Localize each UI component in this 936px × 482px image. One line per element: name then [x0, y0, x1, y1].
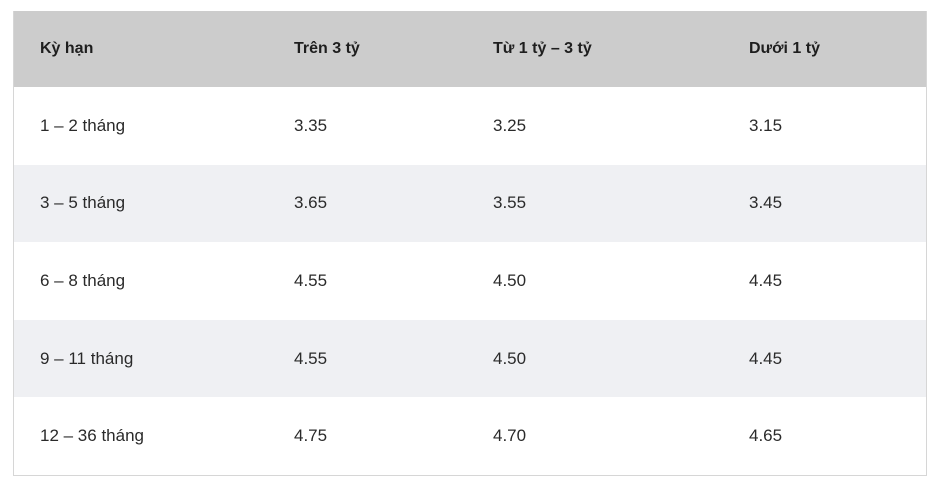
table-row: 9 – 11 tháng 4.55 4.50 4.45	[14, 319, 926, 398]
rate-cell: 4.55	[294, 270, 328, 290]
header-row: Kỳ hạn Trên 3 tỷ Từ 1 tỷ – 3 tỷ Dưới 1 tỷ	[14, 11, 926, 87]
term-cell: 6 – 8 tháng	[40, 270, 126, 290]
rate-cell: 3.25	[493, 115, 527, 135]
rate-cell: 4.50	[467, 319, 723, 398]
table-row: 3 – 5 tháng 3.65 3.55 3.45	[14, 164, 926, 243]
rate-cell: 4.75	[294, 426, 328, 446]
rate-cell: 4.50	[493, 270, 527, 290]
rate-cell: 3.15	[749, 115, 783, 135]
rate-cell: 4.45	[723, 319, 926, 398]
rate-cell: 3.55	[467, 164, 723, 243]
rate-table: Kỳ hạn Trên 3 tỷ Từ 1 tỷ – 3 tỷ Dưới 1 tỷ 1…	[14, 11, 926, 475]
table-row: 6 – 8 tháng 4.55 4.50 4.45	[14, 242, 926, 320]
table-row: 12 – 36 tháng 4.75 4.70 4.65	[14, 397, 926, 475]
rate-cell: 4.55	[268, 319, 467, 398]
table-body: 1 – 2 tháng 3.35 3.25 3.15 3 – 5 tháng 3.65 3.…	[14, 87, 926, 475]
rate-cell: 3.45	[723, 164, 926, 243]
header-cell: Từ 1 tỷ – 3 tỷ	[467, 11, 723, 87]
table-container: Kỳ hạn Trên 3 tỷ Từ 1 tỷ – 3 tỷ Dưới 1 tỷ 1…	[13, 11, 927, 476]
rate-cell: 3.35	[294, 115, 328, 135]
rate-cell: 4.45	[749, 270, 783, 290]
term-cell: 3 – 5 tháng	[14, 164, 268, 243]
term-cell: 9 – 11 tháng	[14, 319, 268, 398]
header-cell: Trên 3 tỷ	[268, 11, 467, 87]
rate-cell: 4.70	[493, 426, 527, 446]
header-cell: Kỳ hạn	[14, 11, 268, 87]
header-cell: Dưới 1 tỷ	[723, 11, 926, 87]
rate-cell: 3.65	[268, 164, 467, 243]
rate-cell: 4.65	[749, 426, 783, 446]
table-row: 1 – 2 tháng 3.35 3.25 3.15	[14, 87, 926, 165]
term-cell: 12 – 36 tháng	[40, 426, 144, 446]
term-cell: 1 – 2 tháng	[40, 115, 126, 135]
